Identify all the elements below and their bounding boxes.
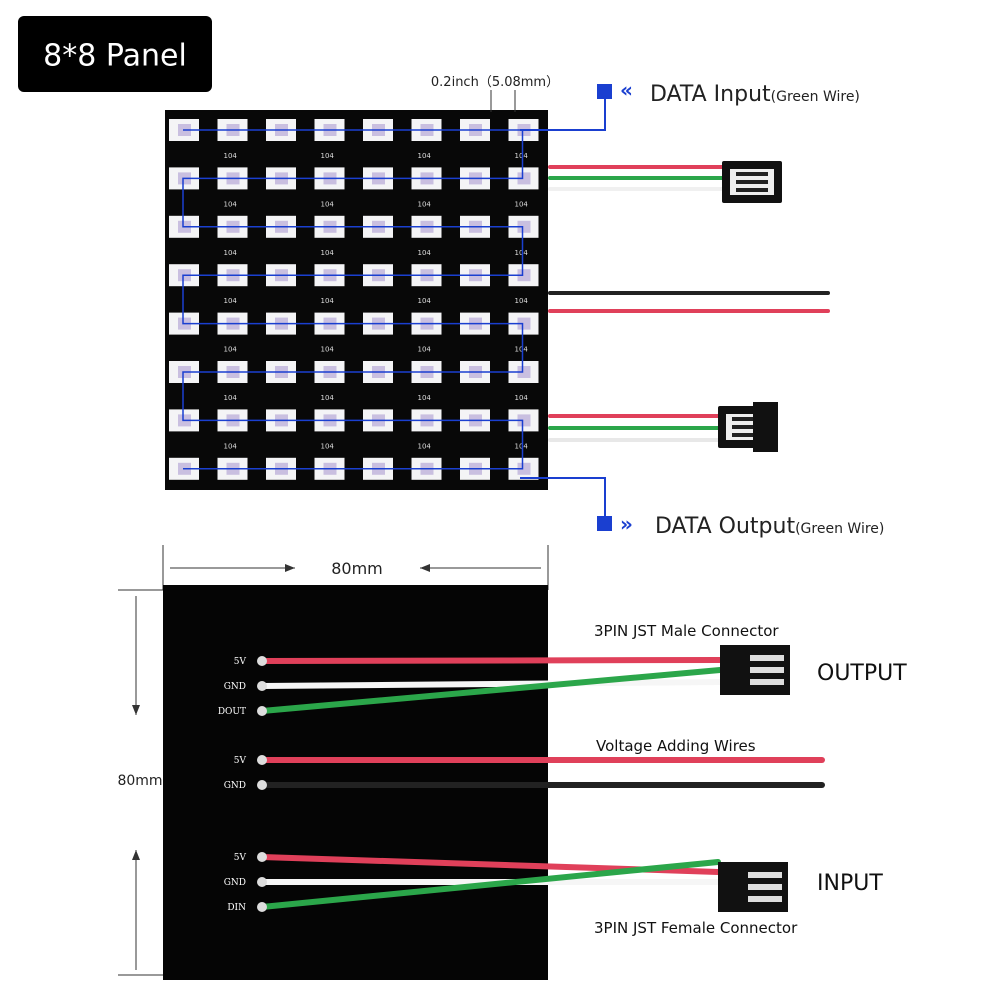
- width-label: 80mm: [331, 559, 383, 578]
- resistor-label: 104: [515, 394, 529, 402]
- connector-title: 3PIN JST Male Connector: [594, 622, 779, 640]
- resistor-label: 104: [321, 346, 335, 354]
- resistor-label: 104: [321, 442, 335, 450]
- height-label: 80mm: [117, 773, 162, 789]
- output-label: DATA Output(Green Wire): [655, 514, 884, 539]
- input-arrows: «: [620, 78, 633, 102]
- connector-latch: [753, 402, 778, 452]
- resistor-label: 104: [418, 152, 432, 160]
- input-lead: [520, 92, 606, 131]
- led-die: [517, 462, 531, 475]
- resistor-label: 104: [224, 394, 238, 402]
- resistor-label: 104: [515, 442, 529, 450]
- resistor-label: 104: [224, 442, 238, 450]
- connector-pin: [750, 667, 784, 673]
- connector-pin: [748, 896, 782, 902]
- resistor-label: 104: [418, 346, 432, 354]
- connector-pin: [732, 425, 764, 429]
- input-note: (Green Wire): [771, 89, 860, 105]
- pin-label: 5V: [234, 853, 247, 863]
- solder-pad: [257, 902, 267, 912]
- led-die: [517, 414, 531, 427]
- solder-pad: [257, 755, 267, 765]
- resistor-label: 104: [418, 394, 432, 402]
- solder-pad: [257, 877, 267, 887]
- resistor-label: 104: [418, 297, 432, 305]
- led-die: [517, 172, 531, 185]
- solder-pad: [257, 706, 267, 716]
- connector-pin: [750, 655, 784, 661]
- pin-label: GND: [224, 781, 246, 791]
- pin-label: DOUT: [218, 707, 246, 717]
- resistor-label: 104: [515, 200, 529, 208]
- pin-label: 5V: [234, 756, 247, 766]
- solder-pad: [257, 681, 267, 691]
- title: 8*8 Panel: [43, 39, 187, 74]
- pin-label: DIN: [227, 903, 246, 913]
- bottom-wiring: 5V GND DOUT OUTPUT 3PIN JST Male Connector 5V…: [218, 622, 907, 937]
- resistor-label: 104: [418, 249, 432, 257]
- connector-title: Voltage Adding Wires: [596, 737, 756, 755]
- resistor-label: 104: [515, 297, 529, 305]
- connector-pin: [748, 872, 782, 878]
- solder-pad: [257, 780, 267, 790]
- input-text: DATA Input: [650, 82, 771, 107]
- pin-label: GND: [224, 682, 246, 692]
- resistor-label: 104: [224, 200, 238, 208]
- side-label: INPUT: [817, 871, 883, 896]
- connector-title: 3PIN JST Female Connector: [594, 919, 798, 937]
- resistor-label: 104: [515, 346, 529, 354]
- pitch-label: 0.2inch（5.08mm）: [431, 75, 559, 90]
- side-label: OUTPUT: [817, 661, 907, 686]
- led-die: [517, 366, 531, 378]
- led-grid: 104 104 104 104 104 104 104 104 104 104 104 104 104 1…: [169, 119, 539, 480]
- pin-label: GND: [224, 878, 246, 888]
- output-text: DATA Output: [655, 514, 795, 539]
- resistor-label: 104: [321, 394, 335, 402]
- connector-pin: [732, 433, 764, 437]
- resistor-label: 104: [224, 152, 238, 160]
- resistor-label: 104: [418, 200, 432, 208]
- resistor-label: 104: [321, 297, 335, 305]
- resistor-label: 104: [321, 152, 335, 160]
- connector-pin: [736, 180, 768, 184]
- led-die: [517, 220, 531, 233]
- title-badge: [18, 16, 212, 92]
- solder-pad: [257, 852, 267, 862]
- wire: [259, 679, 723, 689]
- connector-pin: [732, 417, 764, 421]
- data-path: [182, 129, 524, 470]
- resistor-label: 104: [321, 200, 335, 208]
- output-lead: [520, 477, 606, 516]
- resistor-label: 104: [224, 346, 238, 354]
- solder-pad: [257, 656, 267, 666]
- resistor-label: 104: [515, 249, 529, 257]
- resistor-label: 104: [321, 249, 335, 257]
- connector-pin: [750, 679, 784, 685]
- resistor-label: 104: [224, 249, 238, 257]
- wire: [259, 859, 721, 910]
- output-arrows: »: [620, 512, 633, 536]
- input-label: DATA Input(Green Wire): [650, 82, 860, 107]
- led-die: [517, 269, 531, 282]
- output-marker: [597, 516, 612, 531]
- resistor-label: 104: [418, 442, 432, 450]
- connector-pin: [736, 172, 768, 176]
- output-note: (Green Wire): [795, 521, 884, 537]
- input-marker: [597, 84, 612, 99]
- led-panel: [165, 110, 548, 490]
- led-die: [517, 317, 531, 330]
- resistor-label: 104: [515, 152, 529, 160]
- connector-pin: [736, 188, 768, 192]
- wire: [259, 657, 723, 664]
- wire: [259, 667, 723, 714]
- top-wires: [548, 161, 830, 452]
- pin-label: 5V: [234, 657, 247, 667]
- resistor-label: 104: [224, 297, 238, 305]
- connector-pin: [748, 884, 782, 890]
